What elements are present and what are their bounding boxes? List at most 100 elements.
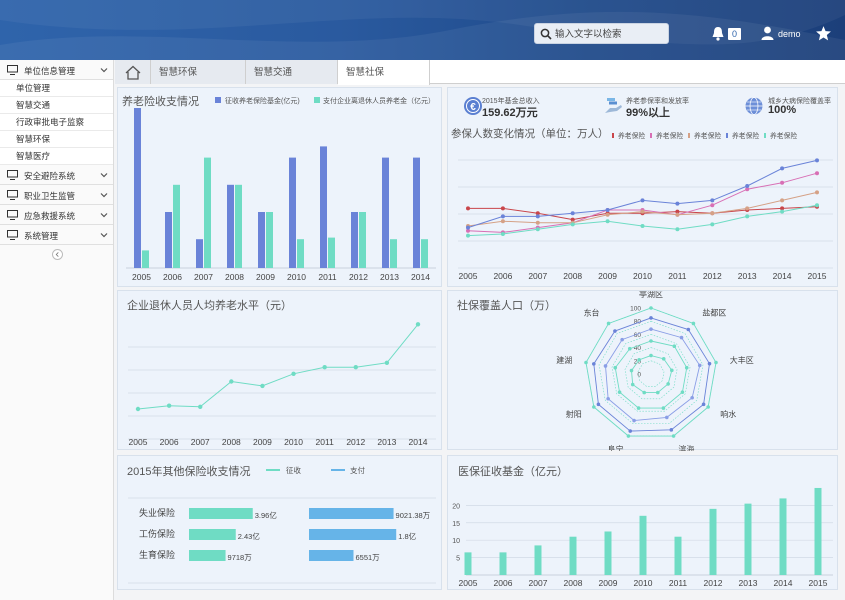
data-point — [649, 306, 653, 310]
x-tick-label: 2010 — [633, 271, 652, 281]
x-tick-label: 2006 — [494, 578, 513, 588]
search-input[interactable] — [555, 26, 665, 42]
sidebar-item-smart-traffic[interactable]: 智慧交通 — [0, 97, 113, 114]
euro-coin-icon: € — [464, 97, 482, 115]
username[interactable]: demo — [778, 29, 801, 39]
x-tick-label: 2014 — [409, 437, 428, 447]
radar-ring — [598, 320, 704, 424]
x-tick-label: 2011 — [318, 272, 337, 282]
radar-tick-label: 80 — [634, 319, 642, 326]
data-point — [617, 390, 622, 394]
bar — [390, 239, 397, 268]
bar — [204, 157, 211, 268]
data-point — [745, 214, 750, 219]
search-box[interactable] — [534, 23, 669, 44]
bar — [266, 212, 273, 268]
data-point — [684, 365, 689, 370]
x-tick-label: 2006 — [160, 437, 179, 447]
chevron-down-icon[interactable] — [100, 66, 108, 74]
data-point — [466, 233, 470, 238]
bar — [639, 515, 647, 575]
chevron-down-icon[interactable] — [100, 231, 108, 239]
sidebar-collapse-button[interactable] — [52, 249, 63, 260]
x-tick-label: 2009 — [256, 272, 275, 282]
star-icon[interactable] — [815, 25, 832, 42]
monitor-icon — [7, 210, 18, 220]
bell-icon[interactable] — [711, 26, 725, 41]
sidebar-item-admin-approval[interactable]: 行政审批电子监察 — [0, 114, 113, 131]
legend-swatch — [215, 97, 221, 103]
sidebar-item-smart-env[interactable]: 智慧环保 — [0, 131, 113, 148]
x-tick-label: 2010 — [634, 578, 653, 588]
sidebar-group-occupational-health[interactable]: 职业卫生监管 — [0, 185, 113, 205]
panel-medical-fund: 医保征收基金（亿元） 5 10 15 20 2005 2006 2007 2008 2009 20… — [447, 455, 838, 590]
x-tick-label: 2006 — [493, 271, 512, 281]
data-point — [710, 211, 715, 216]
user-icon[interactable] — [761, 26, 774, 40]
tab-smart-traffic[interactable]: 智慧交通 — [246, 60, 338, 84]
bar — [359, 212, 366, 268]
radar-axis-label: 盐都区 — [702, 308, 726, 318]
radar-ring — [624, 347, 678, 400]
tab-home[interactable] — [115, 60, 151, 84]
radar-tick-label: 100 — [630, 306, 641, 313]
data-point — [649, 353, 653, 358]
data-point — [815, 190, 819, 195]
x-tick-label: 2009 — [598, 271, 617, 281]
sidebar-item-smart-medical[interactable]: 智慧医疗 — [0, 148, 113, 165]
chevron-down-icon[interactable] — [100, 191, 108, 199]
stat-value: 100% — [768, 104, 797, 116]
data-point — [649, 339, 653, 343]
radar-axis-label: 大丰区 — [730, 355, 754, 365]
data-point — [690, 395, 694, 400]
stat-value: 159.62万元 — [482, 107, 538, 119]
data-point — [166, 403, 172, 408]
income-label: 3.96亿 — [255, 510, 278, 520]
data-point — [466, 206, 470, 211]
data-point — [198, 404, 203, 409]
sidebar-group-safety[interactable]: 安全避险系统 — [0, 165, 113, 185]
chevron-down-icon[interactable] — [100, 211, 108, 219]
data-point — [627, 346, 632, 351]
bar — [196, 239, 203, 268]
panel-insured: € 2015年基金总收入 159.62万元 养老参保率和发放率 99%以上 城乡… — [447, 87, 838, 287]
sidebar-group-unit-info[interactable]: 单位信息管理 — [0, 60, 113, 80]
data-point — [745, 184, 750, 188]
bar — [499, 552, 507, 575]
x-tick-label: 2015 — [809, 578, 828, 588]
series-line — [467, 172, 818, 233]
x-tick-label: 2008 — [564, 578, 583, 588]
radar-tick-label: 60 — [634, 332, 642, 339]
data-point — [606, 396, 610, 401]
sidebar-item-unit-management[interactable]: 单位管理 — [0, 80, 113, 97]
data-point — [672, 344, 677, 348]
x-tick-label: 2013 — [738, 271, 757, 281]
svg-text:€: € — [470, 102, 476, 113]
bar — [173, 184, 180, 268]
bar — [227, 184, 234, 268]
chevron-down-icon[interactable] — [100, 171, 108, 179]
data-point — [535, 227, 540, 232]
x-tick-label: 2011 — [316, 437, 335, 447]
bar — [604, 531, 612, 575]
sidebar-group-system[interactable]: 系统管理 — [0, 225, 113, 245]
tab-smart-env[interactable]: 智慧环保 — [151, 60, 246, 84]
sidebar-group-label: 职业卫生监管 — [24, 191, 76, 201]
data-point — [706, 405, 710, 409]
sidebar-group-label: 安全避险系统 — [24, 171, 76, 181]
tab-smart-social[interactable]: 智慧社保 — [338, 60, 430, 85]
bar — [569, 536, 577, 575]
data-point — [649, 316, 653, 320]
sidebar-group-emergency[interactable]: 应急救援系统 — [0, 205, 113, 225]
bar — [779, 498, 787, 575]
data-point — [780, 198, 785, 203]
radar-series — [585, 307, 717, 437]
bar — [289, 157, 296, 268]
data-point — [629, 368, 634, 373]
stat-label: 2015年基金总收入 — [482, 98, 540, 105]
series-line — [467, 159, 818, 229]
x-tick-label: 2014 — [411, 272, 430, 282]
home-icon — [125, 65, 141, 80]
bar — [320, 146, 327, 268]
